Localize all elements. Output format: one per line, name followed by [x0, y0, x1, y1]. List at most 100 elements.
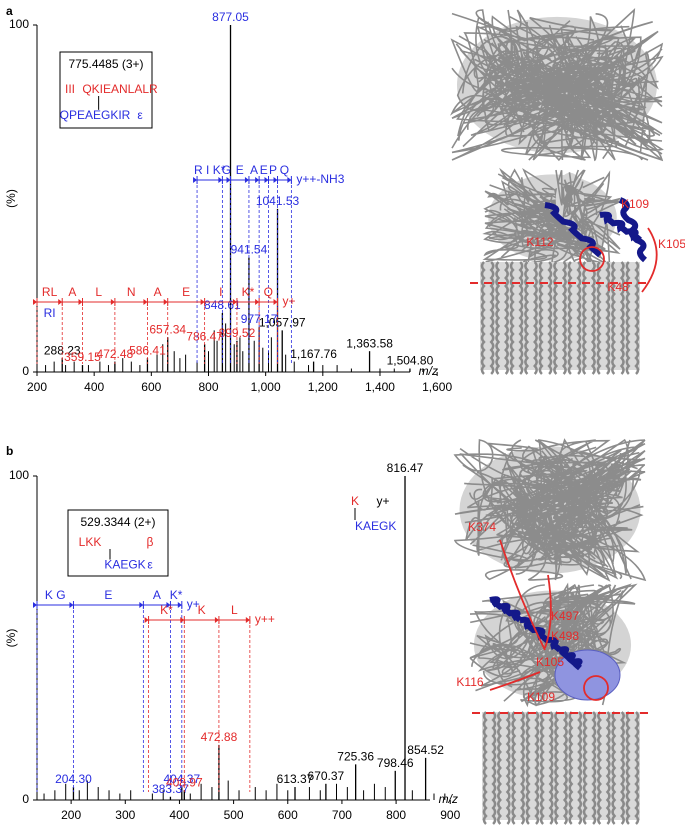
ladder-residue: RL — [42, 285, 58, 299]
ladder-arrow — [193, 177, 198, 183]
peak-label: 204.30 — [55, 772, 92, 786]
peak-label: 1,363.58 — [346, 336, 393, 350]
residue-label: K116 — [456, 675, 483, 689]
ladder-arrow — [166, 602, 171, 608]
peak-label: 786.47 — [186, 329, 223, 343]
x-tick-label: 400 — [169, 808, 189, 822]
inset-box — [67, 509, 169, 577]
residue-label: K105 — [536, 655, 564, 669]
y-tick-label: 0 — [22, 364, 29, 378]
x-tick-label: 200 — [61, 808, 81, 822]
ladder-arrow — [200, 299, 205, 305]
annotation-top: K — [351, 494, 359, 508]
annotation-bottom: KAEGK — [355, 519, 396, 533]
x-tick-label: 1,400 — [365, 380, 395, 394]
subunit-helix — [519, 616, 562, 653]
peak-label: 670.37 — [308, 769, 345, 783]
membrane-body — [480, 262, 640, 370]
x-tick-label: 1,000 — [251, 380, 281, 394]
ladder-arrow — [264, 177, 269, 183]
inset-bottom: KAEGK — [104, 558, 145, 572]
subunit-helix — [618, 197, 648, 263]
ladder-arrow — [244, 177, 249, 183]
x-tick-label: 600 — [278, 808, 298, 822]
ladder-arrow — [214, 617, 219, 623]
inset-bottom: QPEAEGKIR — [60, 108, 131, 122]
peak-label: 586.41 — [129, 343, 166, 357]
x-tick-label: 800 — [198, 380, 218, 394]
ladder-arrow — [144, 617, 149, 623]
peak-label: 1,057.97 — [259, 316, 306, 330]
crosslink-arrow — [641, 227, 658, 293]
structure: K112 K109 K105 K48 — [450, 8, 685, 375]
ladder-arrow — [255, 299, 260, 305]
ladder-residue: A — [154, 285, 162, 299]
peak-label: 854.52 — [407, 743, 444, 757]
inset-title: 529.3344 (2+) — [80, 515, 155, 529]
ladder-residue: G — [222, 163, 231, 177]
annotation-ion: y+ — [376, 494, 389, 508]
ladder-name: y+ — [283, 294, 296, 308]
peak-label: 816.47 — [387, 461, 424, 475]
peak-label: 383.37 — [152, 782, 189, 796]
highlight-circle — [579, 246, 605, 272]
ladder-arrow — [58, 299, 63, 305]
ladder-arrow — [273, 299, 278, 305]
ladder-arrow — [163, 299, 168, 305]
x-tick-label: 700 — [332, 808, 352, 822]
y-tick-label: 100 — [9, 468, 29, 482]
ladder-residue: RI — [44, 306, 56, 320]
structure-texture — [555, 169, 587, 233]
x-tick-label: 400 — [84, 380, 104, 394]
x-axis-label: m/z — [419, 364, 438, 378]
ladder-residue: K* — [170, 588, 183, 602]
x-tick-label: 900 — [440, 808, 460, 822]
residue-label: K497 — [551, 609, 579, 623]
ladder-arrow — [273, 177, 278, 183]
inset-bottom: ε — [147, 558, 153, 572]
residue-label: K498 — [551, 629, 579, 643]
peak-label: 1,167.76 — [290, 347, 337, 361]
x-tick-label: 600 — [141, 380, 161, 394]
ladder-residue: E — [260, 163, 268, 177]
x-tick-label: 300 — [115, 808, 135, 822]
ladder-arrow — [139, 602, 144, 608]
x-tick-label: 1,200 — [308, 380, 338, 394]
structure: K374 K497 K498 K105 K116 K109 — [453, 438, 650, 825]
panel-label: b — [6, 444, 13, 458]
membrane-helices — [482, 711, 640, 825]
ladder-arrow — [287, 177, 292, 183]
membrane-helices — [480, 261, 640, 375]
ladder-name: y++ — [255, 612, 275, 626]
peak-label: 798.46 — [377, 756, 414, 770]
ladder-residue: Q — [280, 163, 289, 177]
x-tick-label: 200 — [27, 380, 47, 394]
inset-top: LKK — [79, 535, 102, 549]
structure-texture — [453, 438, 647, 582]
peak-label: 1,504.80 — [387, 354, 434, 368]
ladder-residue: N — [127, 285, 136, 299]
residue-label: K374 — [468, 520, 496, 534]
x-axis-label: m/z — [439, 792, 458, 806]
ladder-residue: K* — [160, 603, 173, 617]
peak-label: 941.54 — [231, 243, 268, 257]
crosslink-arrow — [544, 574, 552, 649]
inset-top: QKIEANLALR — [82, 82, 158, 96]
subunit-helix — [559, 646, 583, 671]
ladder-residue: A — [153, 588, 161, 602]
inset-top: III — [65, 82, 75, 96]
ladder-arrow — [218, 177, 223, 183]
ladder-arrow — [33, 602, 37, 608]
y-axis-label: (%) — [4, 189, 18, 208]
ladder-name: y+ — [187, 597, 200, 611]
y-tick-label: 100 — [9, 17, 29, 31]
residue-label: K105 — [658, 237, 685, 251]
ladder-residue: L — [231, 603, 238, 617]
subunit-helix — [489, 596, 522, 623]
residue-label: K112 — [526, 235, 553, 249]
ladder-arrow — [245, 617, 250, 623]
x-tick-label: 800 — [386, 808, 406, 822]
inset-title: 775.4485 (3+) — [68, 57, 143, 71]
x-tick-label: 1,600 — [422, 380, 452, 394]
